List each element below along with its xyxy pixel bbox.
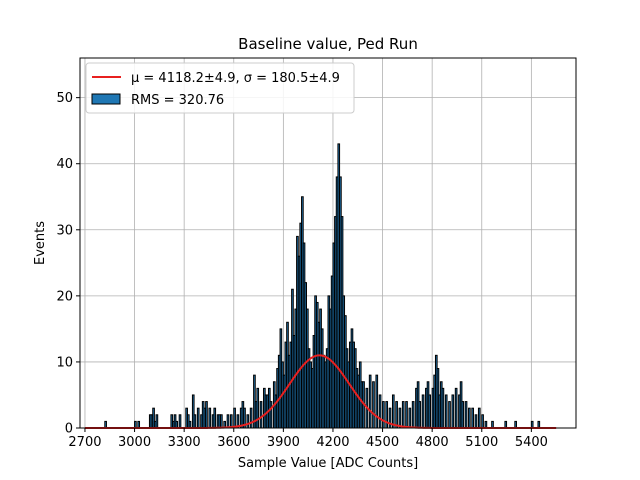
histogram-bar [375, 374, 379, 429]
histogram-bars [104, 143, 541, 429]
x-tick-label: 3600 [217, 435, 250, 450]
plot-frame [79, 57, 577, 429]
histogram-bar [368, 374, 372, 429]
histogram-bar [385, 401, 389, 429]
histogram-bar [269, 401, 273, 429]
histogram-bar [421, 394, 425, 429]
histogram-bar [464, 401, 468, 429]
y-tick-label: 50 [56, 91, 73, 106]
histogram-bar [401, 401, 405, 429]
x-axis-label: Sample Value [ADC Counts] [238, 456, 418, 471]
histogram-bar [428, 394, 432, 429]
histogram-bar [220, 414, 223, 429]
histogram-bar [208, 407, 212, 429]
x-tick-label: 4200 [316, 435, 349, 450]
x-tick-label: 4500 [366, 435, 399, 450]
x-tick-label: 2700 [68, 435, 101, 450]
y-tick-label: 10 [56, 355, 73, 370]
histogram-bar [233, 407, 236, 429]
legend-fit-label: μ = 4118.2±4.9, σ = 180.5±4.9 [131, 71, 340, 86]
x-tick-label: 3000 [118, 435, 151, 450]
histogram-bar [178, 414, 182, 429]
histogram-bar [372, 381, 375, 429]
histogram-bar [454, 387, 458, 429]
x-tick-label: 5400 [515, 435, 548, 450]
histogram-bar [259, 401, 263, 429]
y-tick-label: 30 [56, 223, 73, 238]
histogram-bar [468, 407, 471, 429]
legend-rms-swatch [91, 93, 121, 105]
histogram-bar [405, 401, 408, 429]
histogram-bar [196, 407, 200, 429]
histogram-bar [378, 394, 382, 429]
histogram-bar [474, 414, 478, 429]
histogram-bar [481, 414, 484, 429]
histogram-bar [418, 401, 422, 429]
histogram-bar [411, 401, 415, 429]
histogram-bar [388, 407, 392, 429]
legend-rms-label: RMS = 320.76 [131, 93, 224, 108]
histogram-bar [477, 407, 481, 429]
histogram-bar [213, 407, 217, 429]
histogram-bar [226, 414, 230, 429]
histogram-bar [391, 394, 395, 429]
chart-title: Baseline value, Ped Run [238, 35, 418, 53]
histogram-bar [461, 401, 465, 429]
histogram-bar [395, 401, 398, 429]
y-axis-label: Events [33, 221, 48, 265]
histogram-bar [471, 407, 474, 429]
histogram-bar [451, 394, 455, 429]
legend-box [85, 62, 355, 114]
x-tick-label: 4800 [416, 435, 449, 450]
y-tick-label: 0 [65, 422, 73, 437]
histogram-bar [408, 407, 412, 429]
x-axis-ticks: 2700 3000 3300 3600 3900 4200 4500 4800 5100 5400 [68, 428, 548, 450]
histogram-bar [193, 414, 197, 429]
x-tick-label: 3300 [168, 435, 201, 450]
y-tick-label: 40 [56, 157, 73, 172]
legend: μ = 4118.2±4.9, σ = 180.5±4.9 RMS = 320.… [85, 62, 355, 114]
histogram-bar [256, 387, 260, 429]
histogram-bar [444, 394, 448, 429]
x-tick-label: 3900 [267, 435, 300, 450]
histogram-bar [448, 401, 451, 429]
histogram-bar [246, 414, 250, 429]
histogram-bar [441, 387, 445, 429]
y-axis-ticks: 0 10 20 30 40 50 [56, 91, 80, 437]
y-tick-label: 20 [56, 289, 73, 304]
histogram-bar [205, 401, 208, 429]
histogram-bar [155, 414, 159, 429]
histogram-bar [249, 407, 253, 429]
histogram-bar [382, 401, 385, 429]
x-tick-label: 5100 [465, 435, 498, 450]
